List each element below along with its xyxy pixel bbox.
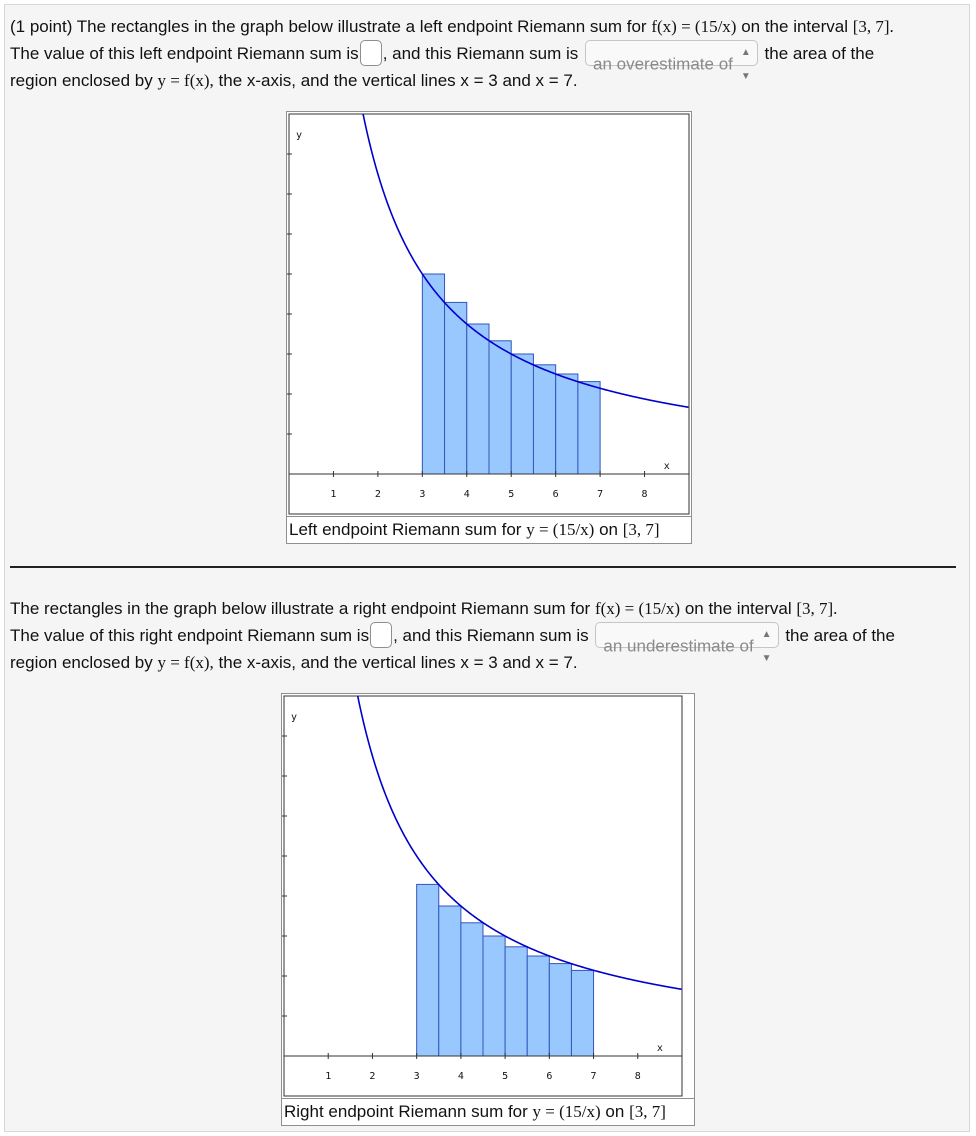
problem2-text: The rectangles in the graph below illust… bbox=[10, 595, 960, 676]
right-riemann-caption: Right endpoint Riemann sum for y = (15/x… bbox=[282, 1098, 694, 1125]
x-tick-label: 8 bbox=[635, 1071, 641, 1082]
problem2-after-select: the area of the bbox=[785, 626, 895, 645]
problem2-mid-text: , and this Riemann sum is bbox=[393, 626, 589, 645]
function-curve bbox=[362, 114, 689, 409]
right-riemann-figure: 1234567812345678yx Right endpoint Rieman… bbox=[281, 693, 695, 1126]
left-riemann-figure: 1234567812345678yx Left endpoint Riemann… bbox=[286, 111, 692, 544]
riemann-bar bbox=[577, 381, 601, 475]
caption1-a: Left endpoint Riemann sum for bbox=[289, 520, 522, 539]
riemann-bar bbox=[570, 969, 595, 1057]
x-tick-label: 4 bbox=[464, 489, 470, 500]
problem2-interval: [3, 7]. bbox=[796, 599, 838, 618]
problem1-value-prefix: The value of this left endpoint Riemann … bbox=[10, 44, 359, 63]
problem2-on-interval: on the interval bbox=[684, 599, 792, 618]
problem2-estimate-select[interactable]: an underestimate of ▲ ▼ bbox=[595, 622, 779, 664]
x-tick-label: 7 bbox=[591, 1071, 597, 1082]
problem1-answer-input[interactable] bbox=[359, 40, 382, 67]
x-tick-label: 1 bbox=[330, 489, 336, 500]
problem2-line3-a: region enclosed by bbox=[10, 653, 153, 672]
riemann-bar bbox=[466, 323, 490, 475]
riemann-bar bbox=[482, 935, 506, 1057]
riemann-bar bbox=[504, 946, 528, 1057]
right-riemann-chart: 1234567812345678yx bbox=[282, 695, 683, 1097]
caption1-interval: [3, 7] bbox=[622, 520, 660, 539]
caption2-func: y = (15/x) bbox=[532, 1102, 601, 1121]
function-curve bbox=[356, 696, 682, 991]
riemann-bar bbox=[416, 883, 440, 1057]
x-tick-label: 5 bbox=[508, 489, 514, 500]
caption2-on: on bbox=[605, 1102, 625, 1121]
x-tick-label: 6 bbox=[553, 489, 559, 500]
problem2-yfx: y = f(x), bbox=[157, 653, 214, 672]
problem2-function: f(x) = (15/x) bbox=[594, 599, 681, 618]
left-riemann-caption: Left endpoint Riemann sum for y = (15/x)… bbox=[287, 516, 691, 543]
x-axis-label: x bbox=[657, 1043, 663, 1054]
x-tick-label: 8 bbox=[642, 489, 648, 500]
y-axis-label: y bbox=[296, 130, 302, 141]
x-tick-label: 4 bbox=[458, 1071, 464, 1082]
left-riemann-chart: 1234567812345678yx bbox=[287, 113, 690, 515]
updown-arrows-icon: ▲ ▼ bbox=[761, 629, 772, 665]
caption2-a: Right endpoint Riemann sum for bbox=[284, 1102, 528, 1121]
problem1-select-value: an overestimate of bbox=[593, 54, 733, 74]
riemann-bar bbox=[532, 364, 557, 475]
problem1-on-interval: on the interval bbox=[741, 17, 848, 36]
riemann-bar bbox=[421, 273, 446, 475]
problem2-line3: region enclosed by y = f(x), the x-axis,… bbox=[10, 649, 960, 676]
y-axis-label: y bbox=[291, 712, 297, 723]
riemann-bar bbox=[460, 922, 484, 1057]
problem2-line3-b: the x-axis, and the vertical lines x = 3… bbox=[218, 653, 578, 672]
problem2-line1: The rectangles in the graph below illust… bbox=[10, 595, 960, 622]
riemann-bar bbox=[510, 353, 534, 475]
riemann-bar bbox=[444, 301, 468, 475]
x-tick-label: 3 bbox=[419, 489, 425, 500]
x-tick-label: 5 bbox=[502, 1071, 508, 1082]
problem1-line3: region enclosed by y = f(x), the x-axis,… bbox=[10, 67, 960, 94]
caption2-interval: [3, 7] bbox=[629, 1102, 666, 1121]
riemann-bar bbox=[526, 955, 550, 1057]
problem2-value-prefix: The value of this right endpoint Riemann… bbox=[10, 626, 370, 645]
x-tick-label: 2 bbox=[375, 489, 381, 500]
x-tick-label: 1 bbox=[325, 1071, 331, 1082]
x-tick-label: 6 bbox=[546, 1071, 552, 1082]
problem1-after-select: the area of the bbox=[764, 44, 875, 63]
caption1-func: y = (15/x) bbox=[526, 520, 595, 539]
problem2-line2: The value of this right endpoint Riemann… bbox=[10, 622, 960, 664]
problem2-select-value: an underestimate of bbox=[603, 636, 754, 656]
riemann-bar bbox=[555, 373, 579, 475]
problem1-yfx: y = f(x), bbox=[157, 71, 214, 90]
bars-group bbox=[416, 883, 595, 1057]
problem2-answer-input[interactable] bbox=[370, 622, 393, 649]
riemann-bar bbox=[548, 963, 572, 1057]
section-divider bbox=[10, 566, 956, 568]
x-axis-label: x bbox=[664, 461, 670, 472]
problem1-function: f(x) = (15/x) bbox=[651, 17, 737, 36]
bars-group bbox=[421, 273, 601, 475]
x-tick-label: 2 bbox=[369, 1071, 375, 1082]
problem1-intro: (1 point) The rectangles in the graph be… bbox=[10, 17, 647, 36]
problem1-line2: The value of this left endpoint Riemann … bbox=[10, 40, 960, 82]
problem1-line1: (1 point) The rectangles in the graph be… bbox=[10, 13, 960, 40]
problem1-line3-b: the x-axis, and the vertical lines x = 3… bbox=[218, 71, 578, 90]
problem1-text: (1 point) The rectangles in the graph be… bbox=[10, 13, 960, 94]
problem1-estimate-select[interactable]: an overestimate of ▲ ▼ bbox=[585, 40, 758, 82]
riemann-bar bbox=[438, 905, 462, 1057]
problem2-intro: The rectangles in the graph below illust… bbox=[10, 599, 591, 618]
x-tick-label: 3 bbox=[414, 1071, 420, 1082]
caption1-on: on bbox=[599, 520, 618, 539]
x-tick-label: 7 bbox=[597, 489, 603, 500]
riemann-bar bbox=[488, 340, 512, 475]
problem1-mid-text: , and this Riemann sum is bbox=[382, 44, 579, 63]
problem1-interval: [3, 7]. bbox=[852, 17, 894, 36]
updown-arrows-icon: ▲ ▼ bbox=[740, 47, 751, 83]
problem1-line3-a: region enclosed by bbox=[10, 71, 153, 90]
